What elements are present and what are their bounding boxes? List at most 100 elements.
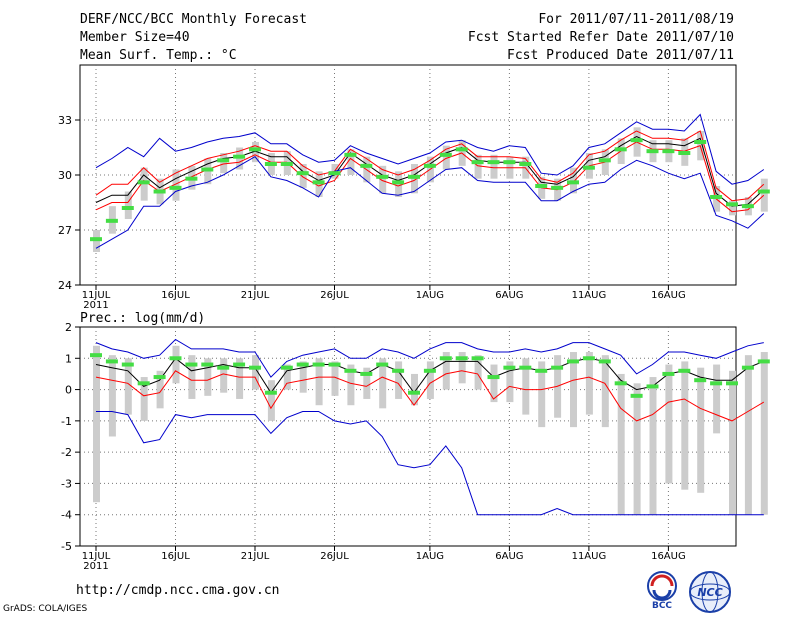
obs-marker	[185, 176, 198, 181]
fcst-produced-label: Fcst Produced Date 2011/07/11	[507, 48, 734, 63]
range-bar	[411, 373, 418, 406]
x-tick-label: 26JUL	[320, 551, 349, 562]
obs-marker	[233, 362, 246, 367]
range-bar	[204, 358, 212, 396]
range-bar	[760, 178, 768, 212]
x-tick-label: 1AUG	[416, 551, 444, 562]
y-tick-label: 2	[65, 321, 72, 334]
range-bar	[474, 355, 482, 390]
x-tick-label: 16AUG	[651, 290, 686, 301]
range-bar	[713, 364, 721, 434]
x-tick-label: 21JUL	[241, 551, 270, 562]
range-bar	[458, 352, 466, 384]
range-bar	[267, 380, 275, 421]
y-tick-label: -3	[61, 477, 72, 490]
obs-marker	[710, 195, 723, 199]
range-bar	[363, 367, 371, 399]
obs-marker	[153, 375, 166, 380]
range-bar	[379, 358, 387, 409]
series-line-min	[95, 156, 765, 249]
range-bar	[283, 364, 291, 390]
x-year-label: 2011	[83, 300, 108, 311]
obs-marker	[726, 202, 738, 207]
x-tick-label: 26JUL	[320, 290, 349, 301]
obs-marker	[408, 174, 420, 179]
range-bar	[633, 383, 641, 515]
range-bar	[697, 367, 705, 493]
range-bar	[124, 191, 132, 219]
obs-marker	[344, 152, 357, 157]
obs-marker	[439, 152, 452, 157]
range-bar	[538, 361, 546, 428]
range-bar	[442, 145, 450, 170]
y-tick-label: 24	[58, 279, 72, 292]
obs-marker	[296, 171, 309, 176]
x-tick-label: 6AUG	[495, 290, 523, 301]
y-tick-label: 33	[58, 114, 72, 127]
obs-marker	[423, 163, 436, 168]
obs-marker	[535, 184, 548, 188]
obs-marker	[726, 381, 738, 386]
range-bar	[729, 370, 736, 515]
obs-marker	[630, 138, 643, 143]
x-year-label: 2011	[83, 561, 108, 572]
y-tick-label: -5	[61, 540, 72, 553]
obs-marker	[249, 147, 261, 152]
series-line-p90	[95, 130, 765, 202]
obs-marker	[280, 365, 293, 370]
y-tick-label: -1	[61, 415, 72, 428]
obs-marker	[264, 162, 277, 166]
obs-marker	[741, 365, 754, 370]
range-bar	[140, 377, 148, 421]
range-bar	[331, 361, 339, 396]
source-url[interactable]: http://cmdp.ncc.cma.gov.cn	[76, 583, 280, 598]
range-bar	[729, 200, 736, 216]
y-tick-label: 0	[65, 384, 72, 397]
x-tick-label: 11JUL	[82, 551, 111, 562]
range-bar	[617, 373, 625, 515]
x-tick-label: 16JUL	[161, 551, 190, 562]
obs-marker	[376, 174, 389, 179]
obs-marker	[344, 368, 357, 373]
range-bar	[426, 361, 434, 399]
range-bar	[744, 355, 752, 515]
obs-marker	[121, 362, 134, 367]
y-tick-label: -4	[61, 509, 72, 522]
obs-marker	[455, 356, 468, 361]
range-bar	[252, 355, 259, 390]
obs-marker	[487, 375, 500, 380]
range-bar	[315, 358, 323, 406]
obs-marker	[105, 218, 118, 223]
member-size-label: Member Size=40	[80, 30, 190, 45]
obs-marker	[392, 180, 405, 185]
precipitation-panel: -5 -4 -3 -2 -1 0 1 2 11JUL 16JUL 21JUL 26JUL 1AUG 6AU…	[61, 321, 770, 572]
range-bar	[395, 361, 403, 399]
obs-marker	[153, 189, 166, 194]
variable-label: Mean Surf. Temp.: °C	[80, 48, 237, 63]
range-bar	[220, 153, 228, 174]
obs-marker	[567, 180, 579, 185]
obs-marker	[376, 362, 389, 367]
obs-marker	[646, 384, 659, 389]
range-bar	[760, 352, 768, 515]
range-bar	[299, 164, 307, 188]
obs-marker	[328, 171, 341, 176]
precip-panel-title: Prec.: log(mm/d)	[80, 311, 206, 326]
range-bar	[570, 352, 577, 428]
series-line-max	[95, 338, 764, 378]
obs-marker	[582, 356, 595, 361]
grads-credit: GrADS: COLA/IGES	[3, 604, 88, 614]
range-bar	[172, 345, 180, 384]
obs-marker	[710, 381, 723, 386]
obs-marker	[503, 365, 516, 370]
y-tick-label: 1	[65, 352, 72, 365]
obs-marker	[169, 185, 182, 190]
range-bar	[490, 364, 498, 403]
range-bar	[506, 361, 514, 403]
obs-marker	[694, 378, 707, 383]
obs-marker	[598, 158, 611, 163]
obs-marker	[598, 359, 611, 364]
range-bar	[379, 165, 387, 194]
obs-marker	[678, 151, 691, 155]
obs-marker	[296, 362, 309, 367]
